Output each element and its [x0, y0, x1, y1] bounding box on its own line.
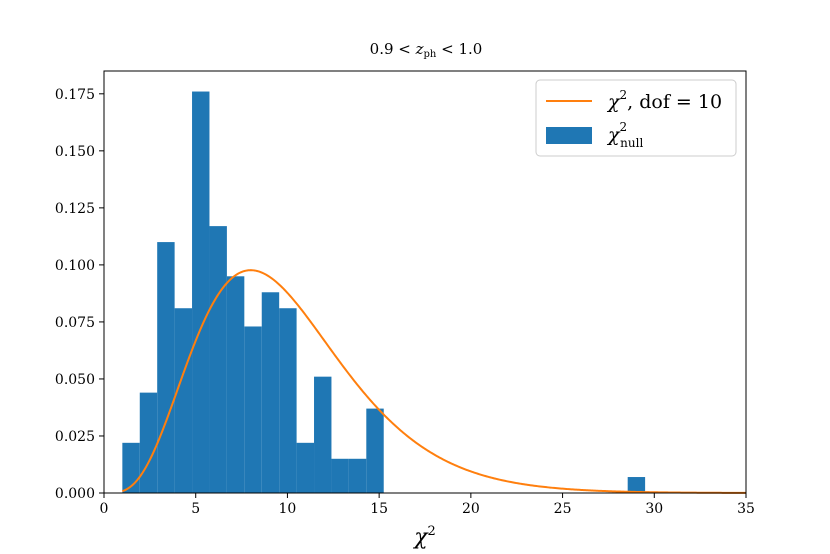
legend-bar-base: χ: [606, 124, 621, 146]
histogram-bar: [122, 442, 140, 493]
histogram-bar: [627, 477, 646, 493]
legend-bar-sup: 2: [620, 120, 628, 134]
x-tick-label: 25: [554, 501, 572, 517]
chi2-curve: [121, 269, 746, 494]
x-tick-label: 20: [462, 501, 480, 517]
histogram-bar: [157, 242, 175, 493]
histogram-bar: [366, 408, 384, 493]
histogram-bar: [209, 226, 227, 493]
title-post: < 1.0: [436, 40, 482, 58]
histogram-bar: [331, 458, 349, 493]
title-pre: 0.9 <: [370, 40, 416, 58]
x-tick-label: 30: [645, 501, 663, 517]
x-axis-label-base: χ: [412, 525, 429, 550]
legend-bar-sub: null: [620, 136, 643, 150]
y-tick-label: 0.175: [55, 87, 95, 103]
x-axis-label-sup: 2: [428, 524, 436, 539]
y-tick-label: 0.075: [55, 315, 95, 331]
y-tick-label: 0.125: [55, 201, 95, 217]
y-tick-label: 0.100: [55, 258, 95, 274]
histogram-bar: [279, 308, 297, 493]
histogram-bar: [314, 376, 332, 493]
legend-line-label: χ2, dof = 10: [606, 88, 722, 113]
x-tick-label: 35: [737, 501, 755, 517]
x-tick-label: 15: [370, 501, 388, 517]
histogram-bar: [261, 292, 280, 493]
y-tick-label: 0.025: [55, 429, 95, 445]
legend-bar-swatch: [546, 127, 592, 144]
x-axis-label: χ2: [412, 524, 436, 550]
legend-line-rest: , dof = 10: [627, 91, 722, 113]
title-sub: ph: [424, 49, 437, 60]
x-tick-label: 10: [279, 501, 297, 517]
legend-line-sup: 2: [620, 88, 628, 102]
x-tick-label: 5: [191, 501, 200, 517]
plot-frame: [103, 70, 747, 494]
x-axis-ticks: 0 5 10 15 20 25 30 35: [100, 493, 755, 517]
y-axis-ticks: 0.000 0.025 0.050 0.075 0.100 0.125 0.150 0.175: [55, 87, 104, 502]
chart-title: 0.9 < zph < 1.0: [370, 40, 483, 60]
histogram-bar: [139, 392, 158, 493]
title-var: z: [415, 40, 424, 58]
histogram-bar: [226, 276, 245, 493]
histogram-bars: [122, 91, 646, 494]
legend-bar-label: χ2 null: [606, 120, 643, 150]
y-tick-label: 0.050: [55, 372, 95, 388]
histogram-bar: [192, 91, 210, 494]
y-tick-label: 0.000: [55, 486, 95, 502]
x-tick-label: 0: [100, 501, 109, 517]
legend: χ2, dof = 10 χ2 null: [535, 79, 737, 157]
legend-line-base: χ: [606, 91, 621, 113]
histogram-bar: [244, 326, 262, 493]
histogram-bar: [174, 308, 193, 493]
y-tick-label: 0.150: [55, 144, 95, 160]
histogram-bar: [296, 442, 315, 493]
histogram-bar: [348, 458, 367, 493]
